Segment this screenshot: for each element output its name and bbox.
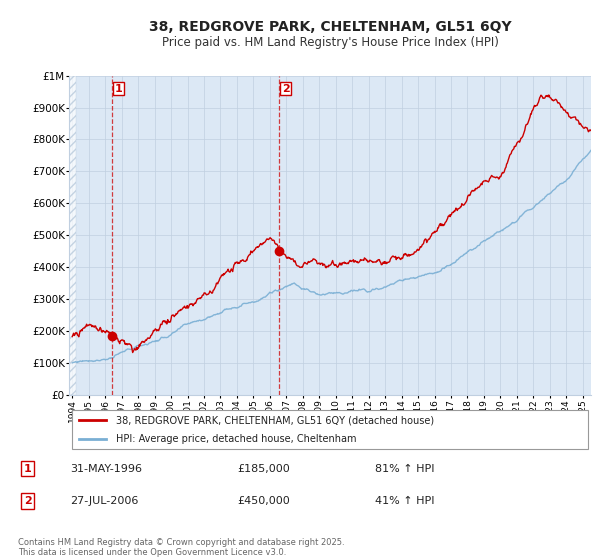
Text: 2: 2 [24, 496, 32, 506]
Text: 1: 1 [115, 83, 122, 94]
Text: £185,000: £185,000 [237, 464, 290, 474]
Text: 1: 1 [24, 464, 32, 474]
Text: 31-MAY-1996: 31-MAY-1996 [70, 464, 142, 474]
Text: Price paid vs. HM Land Registry's House Price Index (HPI): Price paid vs. HM Land Registry's House … [161, 36, 499, 49]
Text: Contains HM Land Registry data © Crown copyright and database right 2025.
This d: Contains HM Land Registry data © Crown c… [18, 538, 344, 557]
Text: 41% ↑ HPI: 41% ↑ HPI [375, 496, 434, 506]
Text: 27-JUL-2006: 27-JUL-2006 [70, 496, 138, 506]
Text: HPI: Average price, detached house, Cheltenham: HPI: Average price, detached house, Chel… [116, 435, 356, 445]
Text: £450,000: £450,000 [237, 496, 290, 506]
Text: 2: 2 [282, 83, 290, 94]
Text: 81% ↑ HPI: 81% ↑ HPI [375, 464, 434, 474]
Text: 38, REDGROVE PARK, CHELTENHAM, GL51 6QY: 38, REDGROVE PARK, CHELTENHAM, GL51 6QY [149, 20, 511, 34]
FancyBboxPatch shape [71, 410, 589, 449]
Text: 38, REDGROVE PARK, CHELTENHAM, GL51 6QY (detached house): 38, REDGROVE PARK, CHELTENHAM, GL51 6QY … [116, 415, 434, 425]
